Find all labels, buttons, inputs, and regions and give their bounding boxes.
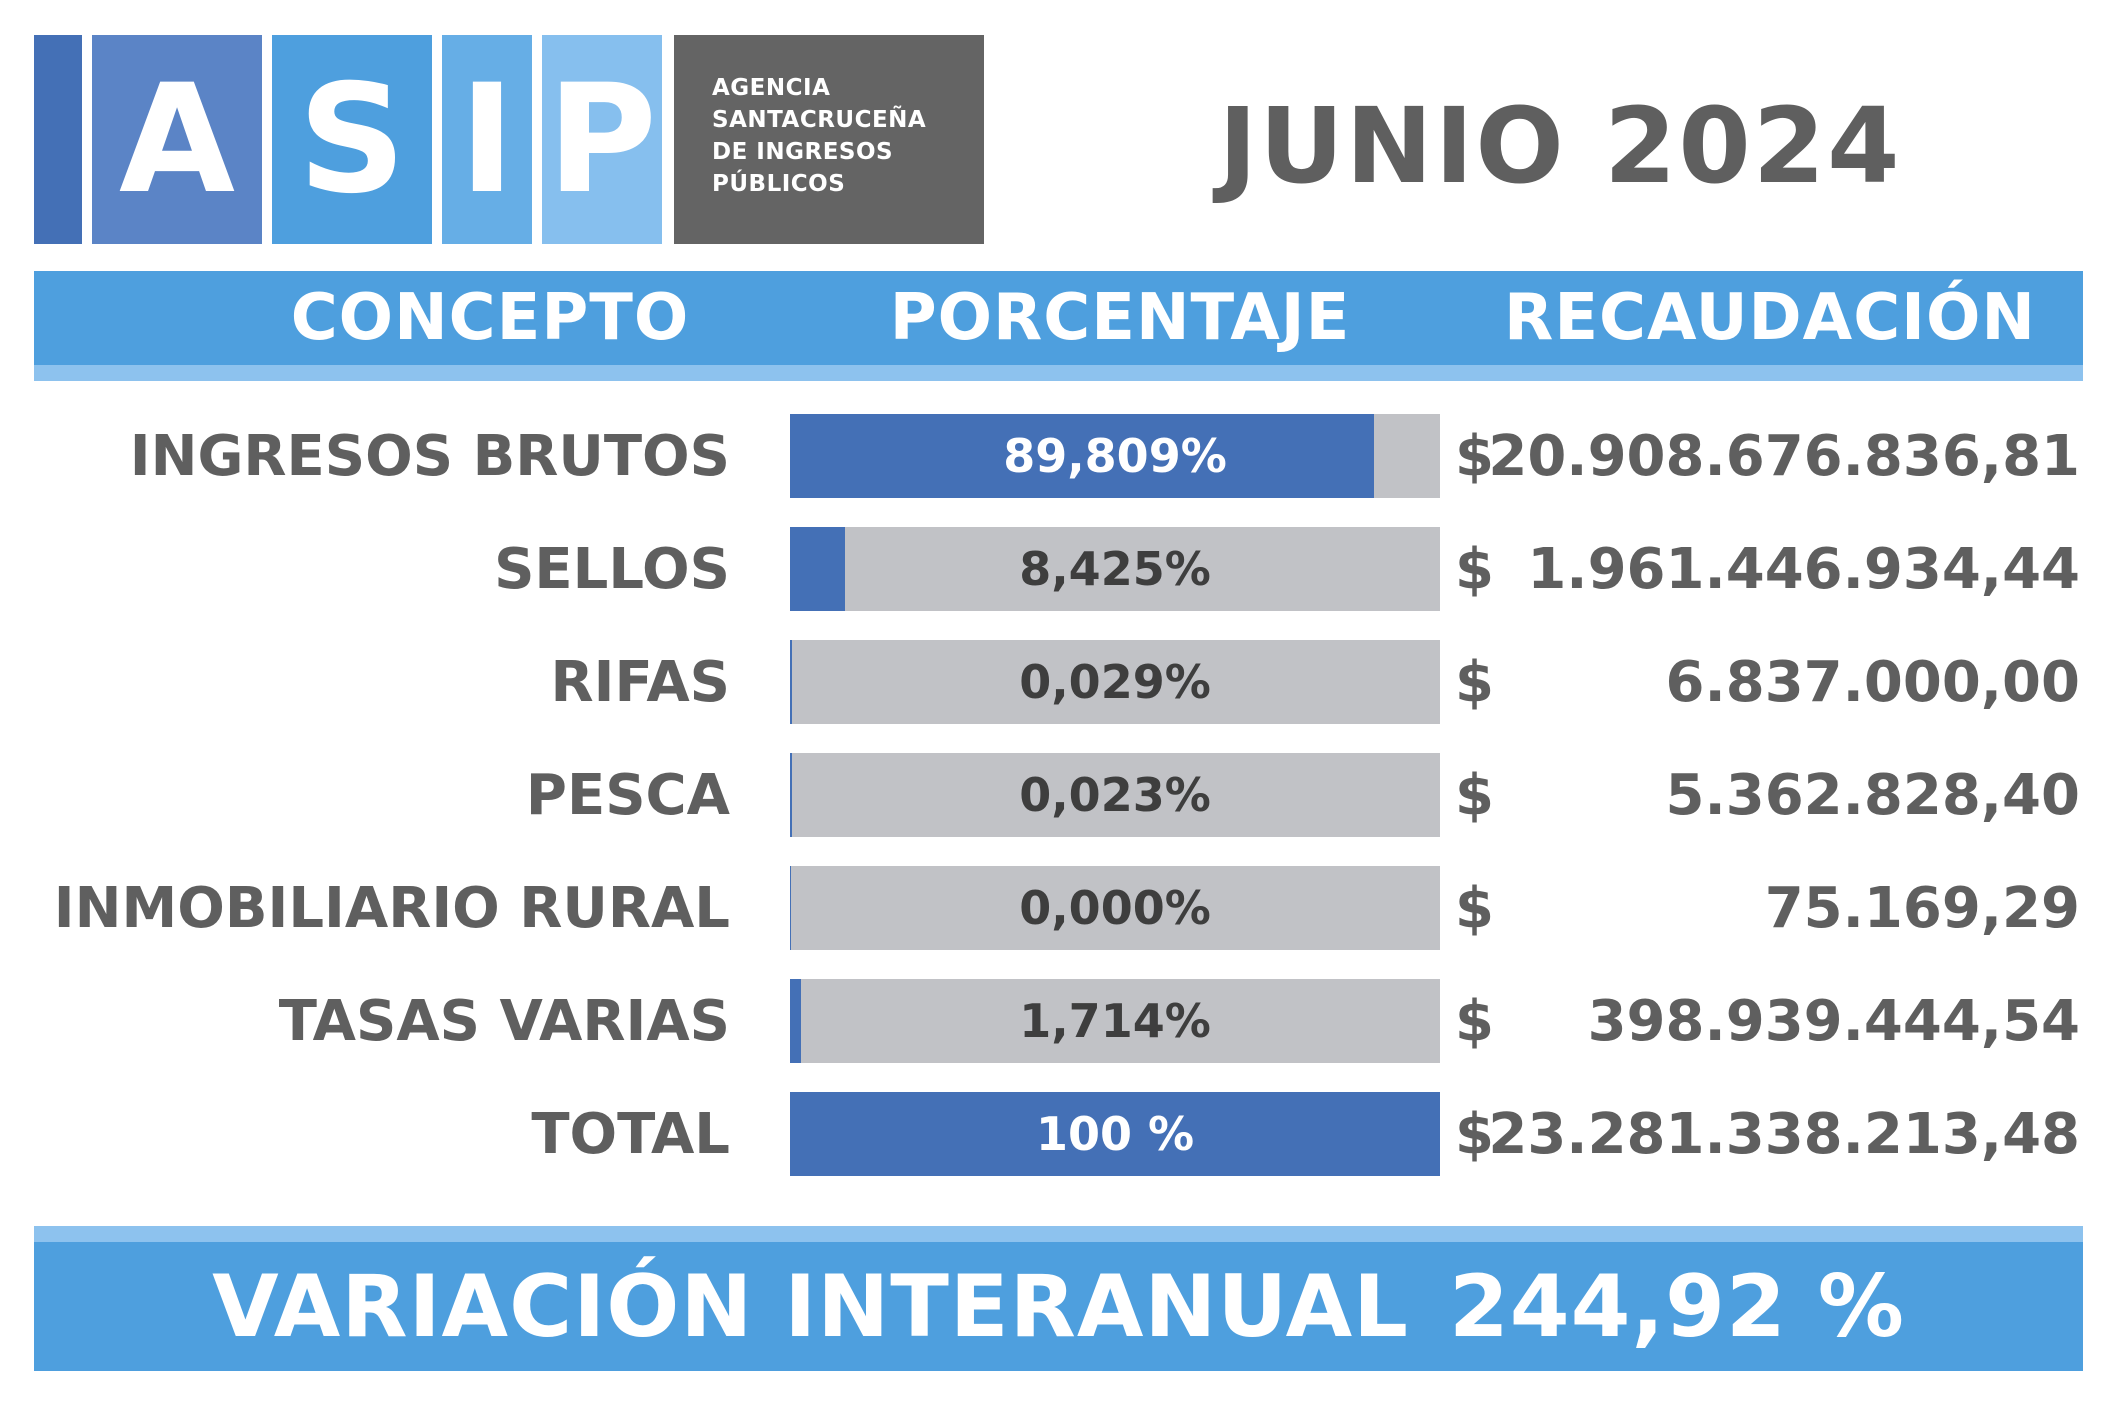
logo-text-line-4: PÚBLICOS xyxy=(712,171,846,197)
row-amount: 5.362.828,40 xyxy=(1665,762,2080,828)
row-concepto-label: PESCA xyxy=(525,762,730,828)
bar-fill xyxy=(790,753,792,837)
bar-track: 0,000% xyxy=(790,866,1440,950)
table-header-bar xyxy=(34,271,2083,365)
bar-track: 100 % xyxy=(790,1092,1440,1176)
row-amount: 20.908.676.836,81 xyxy=(1488,423,2080,489)
row-concepto-label: INMOBILIARIO RURAL xyxy=(53,875,730,941)
currency-symbol: $ xyxy=(1455,423,1494,489)
logo-agency-name: AGENCIA SANTACRUCEÑA DE INGRESOS PÚBLICO… xyxy=(674,35,984,244)
bar-track: 0,023% xyxy=(790,753,1440,837)
bar-fill xyxy=(790,640,792,724)
bar-percent-label: 0,029% xyxy=(1019,655,1211,709)
footer-stripe xyxy=(34,1226,2083,1242)
logo-block-1 xyxy=(34,35,82,244)
asip-logo: A S I P AGENCIA SANTACRUCEÑA DE INGRESOS… xyxy=(34,35,984,244)
row-amount: 6.837.000,00 xyxy=(1665,649,2080,715)
header-porcentaje: PORCENTAJE xyxy=(889,281,1351,355)
bar-track: 89,809% xyxy=(790,414,1440,498)
row-concepto-label: TASAS VARIAS xyxy=(278,988,730,1054)
bar-track: 8,425% xyxy=(790,527,1440,611)
bar-percent-label: 89,809% xyxy=(1003,429,1227,483)
currency-symbol: $ xyxy=(1455,1101,1494,1167)
footer-bar: VARIACIÓN INTERANUAL 244,92 % xyxy=(34,1242,2083,1371)
row-amount: 23.281.338.213,48 xyxy=(1488,1101,2080,1167)
bar-track: 0,029% xyxy=(790,640,1440,724)
logo-text-line-3: DE INGRESOS xyxy=(712,139,894,165)
row-amount: 1.961.446.934,44 xyxy=(1527,536,2080,602)
logo-block-4 xyxy=(442,35,532,244)
currency-symbol: $ xyxy=(1455,649,1494,715)
bar-fill xyxy=(790,1092,1440,1176)
logo-block-2 xyxy=(92,35,262,244)
bar-fill xyxy=(790,979,801,1063)
bar-percent-label: 8,425% xyxy=(1019,542,1211,596)
logo-block-5 xyxy=(542,35,662,244)
logo-block-3 xyxy=(272,35,432,244)
bar-percent-label: 0,023% xyxy=(1019,768,1211,822)
bar-percent-label: 100 % xyxy=(1035,1107,1195,1161)
currency-symbol: $ xyxy=(1455,536,1494,602)
bar-fill xyxy=(790,527,845,611)
bar-percent-label: 1,714% xyxy=(1019,994,1211,1048)
currency-symbol: $ xyxy=(1455,988,1494,1054)
currency-symbol: $ xyxy=(1455,762,1494,828)
row-concepto-label: INGRESOS BRUTOS xyxy=(129,423,730,489)
currency-symbol: $ xyxy=(1455,875,1494,941)
bar-fill xyxy=(790,866,791,950)
logo-letter-a: A xyxy=(118,52,236,227)
logo-letter-s: S xyxy=(297,52,407,227)
footer-label: VARIACIÓN INTERANUAL xyxy=(212,1256,1409,1357)
header-recaudacion: RECAUDACIÓN xyxy=(1504,281,2036,355)
logo-text-line-1: AGENCIA xyxy=(712,75,831,101)
logo-text-line-2: SANTACRUCEÑA xyxy=(712,107,927,133)
table-header-stripe xyxy=(34,365,2083,381)
row-concepto-label: SELLOS xyxy=(494,536,730,602)
footer-value: 244,92 % xyxy=(1448,1256,1905,1357)
row-concepto-label: RIFAS xyxy=(550,649,730,715)
row-concepto-label: TOTAL xyxy=(531,1101,730,1167)
bar-track: 1,714% xyxy=(790,979,1440,1063)
row-amount: 398.939.444,54 xyxy=(1587,988,2080,1054)
bar-percent-label: 0,000% xyxy=(1019,881,1211,935)
row-amount: 75.169,29 xyxy=(1764,875,2080,941)
logo-letter-i: I xyxy=(459,52,515,227)
period-title: JUNIO 2024 xyxy=(1218,85,1902,207)
bar-fill xyxy=(790,414,1374,498)
logo-letter-p: P xyxy=(547,52,657,227)
header-concepto: CONCEPTO xyxy=(290,281,690,355)
